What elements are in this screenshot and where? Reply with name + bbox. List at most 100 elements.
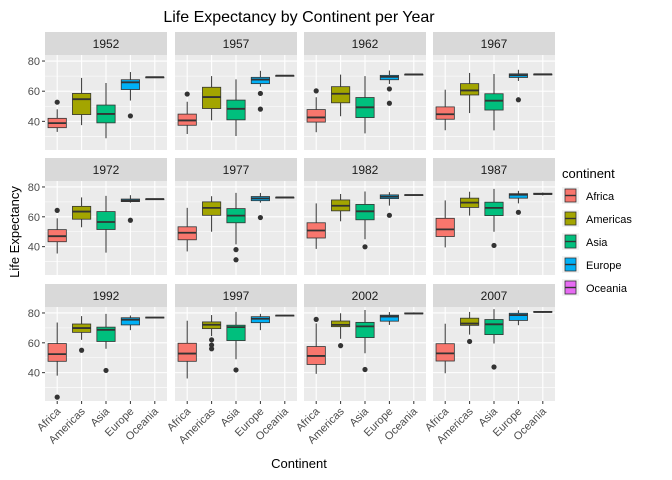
strip-label: 2007 [481,289,508,303]
box-oceania [533,73,553,76]
box-americas [331,313,351,349]
outlier-point [209,337,215,343]
strip-background [45,158,167,181]
box-body [331,320,351,328]
strip-label: 1987 [481,163,508,177]
box-asia [96,195,116,253]
box-body [120,79,140,90]
box-body [226,324,246,341]
box-asia [226,311,246,373]
box-body [484,201,504,217]
box-europe [508,190,528,215]
box-asia [484,309,504,370]
outlier-point [127,113,133,119]
box-europe [508,310,528,326]
outlier-point [467,338,473,345]
strip-label: 1977 [223,163,250,177]
box-body [435,106,455,120]
box-americas [72,316,92,353]
strip-label: 1982 [352,163,379,177]
box-body [435,217,455,237]
box-oceania [145,76,165,79]
outlier-point [362,244,368,250]
box-oceania [275,314,295,317]
box-africa [306,203,326,249]
y-tick-label: 40 [28,116,40,128]
strip-label: 1952 [93,37,120,51]
box-americas [331,74,351,117]
box-americas [460,72,480,114]
box-asia [355,76,375,134]
box-africa [306,88,326,133]
y-tick-label: 80 [28,56,40,68]
box-africa [306,316,326,374]
facet-panel: 1982 [304,158,426,275]
box-europe [379,192,399,218]
box-asia [226,79,246,136]
box-oceania [404,312,424,315]
legend-label: Asia [586,237,608,249]
strip-label: 1992 [93,289,120,303]
box-europe [250,192,270,221]
outlier-point [233,257,239,263]
outlier-point [386,86,392,92]
box-body [226,99,246,121]
box-asia [226,192,246,263]
box-africa [435,200,455,248]
box-americas [202,76,222,121]
box-body [435,343,455,362]
box-asia [484,188,504,249]
box-body [379,314,399,322]
box-africa [47,207,67,254]
outlier-point [233,247,239,253]
outlier-point [491,242,497,249]
box-body [120,317,140,326]
strip-background [175,32,297,55]
box-asia [355,191,375,250]
box-africa [435,89,455,131]
box-americas [331,193,351,222]
box-oceania [404,73,424,76]
outlier-point [54,394,60,400]
outlier-point [386,100,392,106]
box-oceania [145,198,165,201]
box-europe [508,69,528,103]
strip-background [304,284,426,307]
box-europe [120,195,140,223]
outlier-point [313,316,319,322]
strip-label: 1972 [93,163,120,177]
facet-panel: 1972 40 60 80 [28,158,167,275]
strip-background [45,32,167,55]
box-body [250,76,270,85]
y-tick-label: 40 [28,368,40,380]
outlier-point [257,106,263,112]
legend-label: Oceania [586,283,628,295]
facet-panel: 1957 [175,32,297,150]
facet-panel: 1962 [304,32,426,150]
box-americas [202,315,222,352]
box-oceania [533,311,553,313]
facet-panel: 1987 [433,158,555,275]
box-americas [460,191,480,216]
box-africa [47,322,67,400]
box-body [460,83,480,96]
strip-background [304,158,426,181]
box-europe [120,315,140,331]
y-tick-label: 80 [28,182,40,194]
strip-label: 1967 [481,37,508,51]
box-americas [460,311,480,345]
legend-title: continent [562,166,615,181]
y-tick-label: 60 [28,86,40,98]
outlier-point [79,347,85,353]
box-africa [177,91,197,135]
strip-label: 1962 [352,37,379,51]
box-body [508,193,528,199]
outlier-point [257,90,263,97]
box-body [72,205,92,220]
box-africa [435,323,455,374]
box-europe [250,70,270,112]
